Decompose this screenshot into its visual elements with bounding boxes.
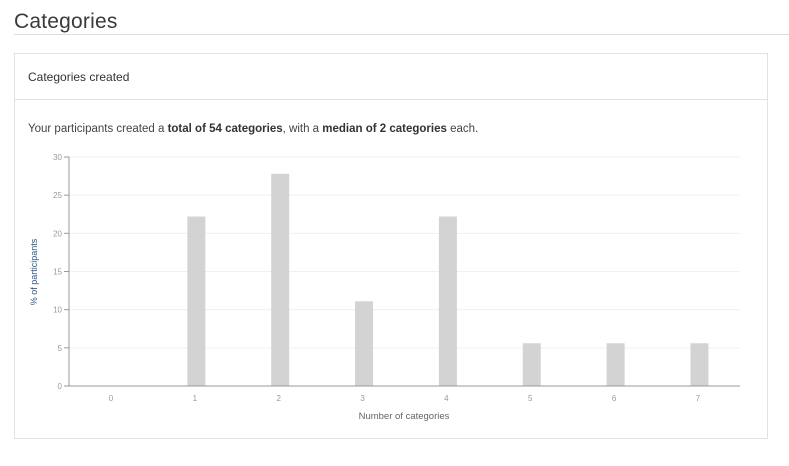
y-tick-label: 25	[53, 191, 62, 200]
x-tick-label: 3	[360, 394, 365, 403]
y-tick-label: 15	[53, 268, 62, 277]
bar-1	[187, 216, 206, 386]
y-tick-label: 20	[53, 229, 62, 238]
card-title: Categories created	[28, 70, 130, 84]
y-axis-label: % of participants	[29, 238, 39, 305]
categories-created-card: Categories created Your participants cre…	[14, 53, 768, 439]
x-tick-label: 6	[612, 394, 617, 403]
bar-4	[438, 216, 457, 386]
bar-7	[690, 343, 709, 386]
bar-3	[355, 301, 374, 386]
summary-total: total of 54 categories	[167, 123, 283, 135]
x-tick-label: 1	[193, 394, 198, 403]
axes: 0 5 10 15 20 25 30 0 1 2 3 4 5 6 7	[53, 153, 740, 403]
x-axis-label: Number of categories	[359, 411, 450, 422]
title-divider	[14, 34, 789, 35]
card-header: Categories created	[15, 54, 767, 100]
y-tick-label: 30	[53, 153, 62, 162]
x-tick-label: 7	[696, 394, 701, 403]
summary-median: median of 2 categories	[322, 123, 447, 135]
bar-6	[606, 343, 625, 386]
bar-5	[522, 343, 541, 386]
summary-middle: , with a	[282, 123, 323, 135]
y-tick-label: 0	[58, 382, 63, 391]
grid-lines	[69, 156, 740, 349]
summary-text: Your participants created a total of 54 …	[28, 123, 478, 135]
bars	[187, 173, 709, 386]
x-tick-label: 2	[276, 394, 281, 403]
x-tick-label: 5	[528, 394, 533, 403]
x-tick-label: 0	[109, 394, 114, 403]
bar-2	[271, 173, 290, 386]
y-tick-label: 10	[53, 306, 62, 315]
summary-suffix: each.	[446, 123, 479, 135]
summary-prefix: Your participants created a	[28, 123, 168, 135]
y-tick-label: 5	[58, 344, 63, 353]
x-tick-label: 4	[444, 394, 449, 403]
page-title: Categories	[14, 10, 118, 33]
